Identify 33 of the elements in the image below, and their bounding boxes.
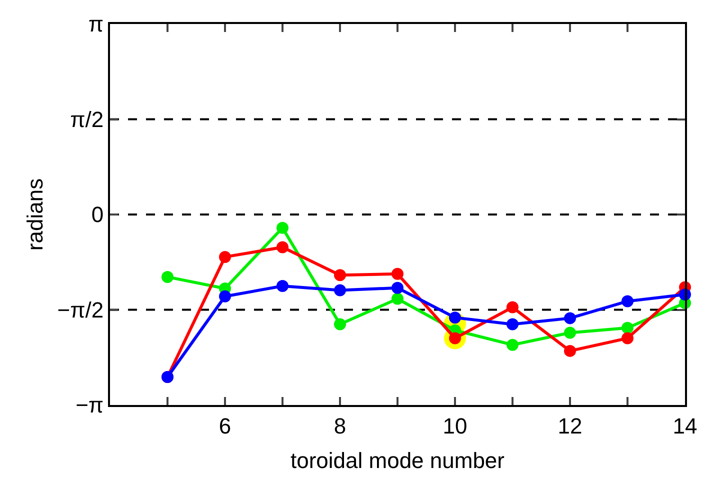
x-tick-label: 10 [442,413,468,438]
point [334,269,346,282]
point [334,284,346,296]
y-tick-label: −π [76,392,104,418]
point [506,338,518,351]
point [276,280,288,292]
point [622,332,634,344]
point [276,241,288,254]
y-tick-label: 0 [91,202,104,228]
y-tick-label: π/2 [70,106,104,132]
x-tick-label: 12 [558,413,582,438]
point [564,312,576,324]
x-tick-label: 14 [672,413,698,438]
point [564,344,576,357]
x-tick-label: 6 [218,413,232,438]
point [392,292,404,305]
point [506,318,518,330]
point [162,270,174,283]
point [392,268,404,280]
x-tick-label: 8 [334,413,346,438]
y-tick-label: −π/2 [57,297,104,322]
y-tick-label: π [88,12,104,37]
point [506,301,518,314]
y-axis-title: radians [22,178,48,251]
point [219,250,231,263]
point [334,318,346,330]
point [622,322,634,334]
point [392,282,404,294]
point [622,295,634,308]
point [564,326,576,339]
point [219,290,231,302]
point [276,222,288,234]
x-axis-title: toroidal mode number [290,448,505,473]
